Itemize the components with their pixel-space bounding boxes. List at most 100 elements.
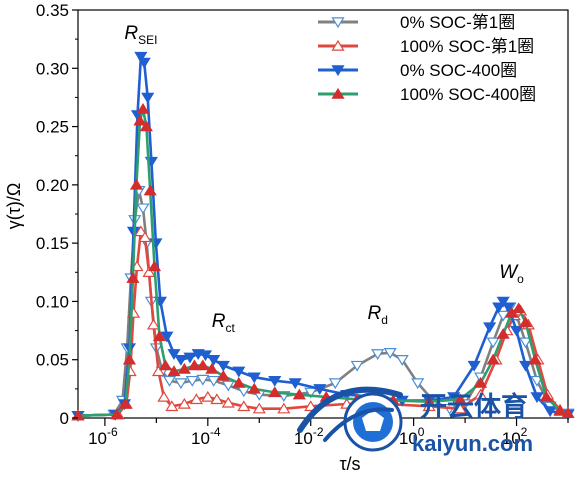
legend-item: 100% SOC-第1圈 bbox=[318, 37, 534, 56]
y-tick-label: 0.35 bbox=[36, 1, 69, 20]
data-point bbox=[247, 382, 261, 394]
data-point bbox=[129, 178, 144, 190]
data-point bbox=[122, 353, 137, 365]
data-point bbox=[210, 393, 224, 405]
y-tick-label: 0.30 bbox=[36, 59, 69, 78]
data-point bbox=[232, 366, 246, 378]
data-point bbox=[496, 296, 510, 308]
data-point bbox=[183, 352, 197, 364]
data-point bbox=[509, 325, 524, 337]
data-point bbox=[157, 390, 171, 402]
peak-annotation: Wo bbox=[499, 262, 524, 286]
data-point bbox=[118, 397, 132, 409]
data-point bbox=[216, 369, 230, 381]
data-point bbox=[492, 302, 506, 314]
data-point bbox=[467, 360, 481, 372]
peak-annotation: Rd bbox=[367, 303, 387, 327]
data-point bbox=[134, 225, 148, 237]
data-point bbox=[483, 322, 497, 334]
data-point bbox=[553, 404, 567, 416]
legend-item: 0% SOC-400圈 bbox=[318, 61, 517, 80]
data-point bbox=[519, 337, 533, 349]
y-tick-label: 0.20 bbox=[36, 176, 69, 195]
data-point bbox=[528, 353, 542, 365]
data-point bbox=[486, 353, 500, 365]
axes: 0 0.05 0.10 0.15 0.20 0.25 0.30 0.35 10-6 10-4 10-… bbox=[36, 1, 569, 448]
data-point bbox=[232, 376, 246, 388]
legend-item: 100% SOC-400圈 bbox=[318, 85, 536, 104]
data-point bbox=[350, 360, 364, 372]
data-point bbox=[371, 349, 385, 360]
data-point bbox=[189, 393, 203, 405]
data-point bbox=[174, 354, 188, 366]
y-axis-label: γ(τ)/Ω bbox=[4, 183, 24, 230]
data-point bbox=[196, 359, 210, 371]
data-point bbox=[313, 384, 327, 395]
series-layer bbox=[71, 51, 575, 422]
data-point bbox=[277, 402, 291, 414]
series-3 bbox=[71, 51, 575, 422]
legend-label: 0% SOC-400圈 bbox=[400, 61, 517, 80]
data-point bbox=[207, 354, 221, 366]
x-tick-label: 10-4 bbox=[191, 425, 221, 448]
data-point bbox=[162, 375, 177, 387]
data-point bbox=[216, 360, 230, 372]
data-point bbox=[185, 375, 199, 387]
data-point bbox=[447, 392, 461, 404]
data-point bbox=[474, 376, 488, 388]
legend-swatch-marker bbox=[331, 39, 345, 51]
watermark-cn-text: 开云体育 bbox=[420, 391, 528, 423]
data-point bbox=[237, 400, 251, 412]
data-point bbox=[539, 390, 553, 402]
data-point bbox=[133, 114, 147, 126]
data-point bbox=[207, 375, 221, 387]
data-point bbox=[247, 372, 261, 384]
data-point bbox=[142, 266, 156, 278]
legend-swatch-marker bbox=[331, 65, 345, 77]
data-point bbox=[512, 302, 526, 314]
data-point bbox=[411, 378, 425, 390]
data-point bbox=[110, 408, 124, 420]
data-point bbox=[167, 349, 181, 360]
data-point bbox=[147, 260, 162, 272]
x-axis-label: τ/s bbox=[339, 454, 360, 474]
data-point bbox=[201, 390, 215, 402]
watermark-en-text: kaiyun.com bbox=[412, 431, 533, 456]
data-point bbox=[205, 362, 219, 374]
data-point bbox=[143, 184, 157, 196]
data-point bbox=[141, 92, 155, 104]
data-point bbox=[136, 102, 150, 114]
data-point bbox=[453, 393, 467, 405]
peak-annotation: Rct bbox=[212, 311, 236, 335]
y-tick-label: 0.25 bbox=[36, 118, 69, 137]
data-point bbox=[292, 388, 306, 400]
legend-label: 100% SOC-第1圈 bbox=[400, 37, 534, 56]
peak-annotation: RSEI bbox=[124, 23, 157, 47]
x-tick-label: 10-6 bbox=[88, 425, 118, 448]
x-tick-label: 10-2 bbox=[294, 425, 324, 448]
data-point bbox=[496, 310, 510, 322]
data-point bbox=[136, 203, 150, 215]
data-point bbox=[519, 360, 533, 372]
data-point bbox=[187, 359, 202, 371]
ball-logo-icon bbox=[297, 386, 403, 452]
legend-swatch-marker bbox=[331, 87, 345, 99]
data-point bbox=[304, 387, 318, 399]
data-point bbox=[138, 231, 152, 243]
data-point bbox=[221, 380, 235, 392]
watermark-logo: 开云体育 kaiyun.com bbox=[297, 386, 533, 456]
data-point bbox=[174, 378, 188, 390]
data-point bbox=[304, 400, 318, 412]
x-tick-label: 100 bbox=[399, 425, 425, 448]
data-point bbox=[146, 318, 161, 330]
legend-swatch-marker bbox=[331, 17, 345, 29]
data-point bbox=[543, 406, 557, 418]
data-point bbox=[151, 365, 166, 377]
legend-label: 0% SOC-第1圈 bbox=[400, 13, 515, 32]
series-4 bbox=[71, 102, 575, 421]
legend: 0% SOC-第1圈 100% SOC-第1圈 0% SOC-400圈 100% SO… bbox=[318, 13, 536, 104]
y-tick-label: 0 bbox=[60, 409, 69, 428]
data-point bbox=[177, 397, 191, 409]
data-point bbox=[519, 316, 533, 328]
